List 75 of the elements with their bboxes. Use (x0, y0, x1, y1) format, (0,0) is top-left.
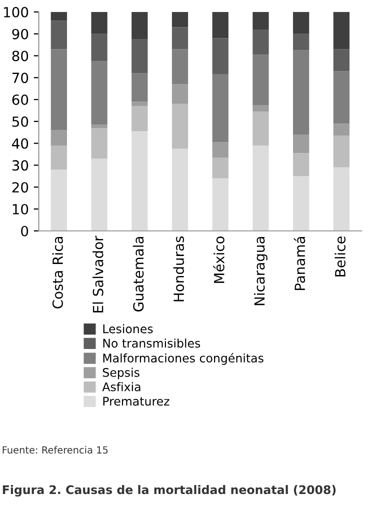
bar (172, 104, 188, 149)
bar (91, 158, 108, 231)
bar (172, 27, 188, 50)
bar (132, 102, 148, 106)
bar (50, 49, 67, 130)
legend-label: Prematurez (103, 396, 170, 406)
bar (212, 178, 228, 231)
y-tick-label: 100 (4, 6, 28, 18)
bar (333, 49, 350, 72)
y-tick-label: 90 (12, 28, 28, 40)
bar (333, 12, 350, 50)
legend-label: No transmisibles (103, 338, 200, 348)
bar (293, 50, 310, 135)
y-tick-label: 30 (12, 160, 28, 171)
bar (132, 39, 148, 74)
bar (252, 54, 269, 105)
y-tick-label: 10 (12, 204, 28, 214)
bar (212, 12, 228, 38)
bar (172, 148, 188, 231)
bar (293, 34, 310, 50)
bar (91, 124, 108, 128)
legend-label: Lesiones (103, 324, 153, 334)
y-tick-label: 20 (12, 182, 28, 193)
bar (293, 176, 310, 231)
bar (212, 142, 228, 158)
bar (212, 158, 228, 178)
text: Figura 2. Causas de la mortalidad neonatal (2008) (2, 485, 336, 497)
bar (50, 12, 67, 21)
legend-label: Malformaciones congénitas (103, 352, 264, 365)
bar (212, 38, 228, 74)
bar (252, 105, 269, 112)
bar (333, 136, 350, 168)
bar (293, 153, 310, 176)
bar (91, 12, 108, 34)
bar (91, 34, 108, 62)
x-tick-label: Costa Rica (52, 237, 63, 308)
y-tick-label: 60 (12, 94, 28, 105)
bar (293, 12, 310, 34)
bar (91, 128, 108, 159)
source-note: Fuente: Referencia 15 (2, 446, 108, 454)
x-tick-label: Belice (334, 236, 346, 276)
bar (50, 20, 67, 50)
bar (50, 130, 67, 146)
y-tick-label: 50 (12, 116, 28, 127)
bar (91, 61, 108, 125)
x-tick-label: Honduras (173, 236, 184, 302)
bar (333, 124, 350, 136)
bar (293, 134, 310, 154)
bar (50, 146, 67, 170)
bar (132, 73, 148, 102)
bar (172, 12, 188, 28)
bar (132, 12, 148, 40)
y-tick-label: 70 (12, 72, 28, 84)
bar (172, 84, 188, 104)
x-tick-label: Guatemala (132, 237, 144, 312)
bar (132, 106, 148, 132)
bar (172, 49, 188, 84)
x-tick-label: México (213, 236, 224, 283)
bar (50, 170, 67, 231)
bar (252, 12, 269, 30)
x-tick-label: Panamá (294, 237, 306, 290)
bar (333, 71, 350, 124)
legend-label: Asfixia (102, 382, 140, 392)
x-tick-label: El Salvador (92, 236, 104, 312)
x-tick-label: Nicaragua (254, 237, 268, 306)
legend-label: Sepsis (102, 368, 140, 380)
y-tick-label: 40 (12, 138, 28, 149)
bar (333, 167, 350, 231)
bar (212, 74, 228, 142)
bar (252, 112, 269, 146)
bar (252, 146, 269, 231)
y-tick-label: 0 (21, 226, 28, 236)
bar (132, 131, 148, 231)
bar (252, 29, 269, 55)
y-tick-label: 80 (12, 50, 28, 62)
